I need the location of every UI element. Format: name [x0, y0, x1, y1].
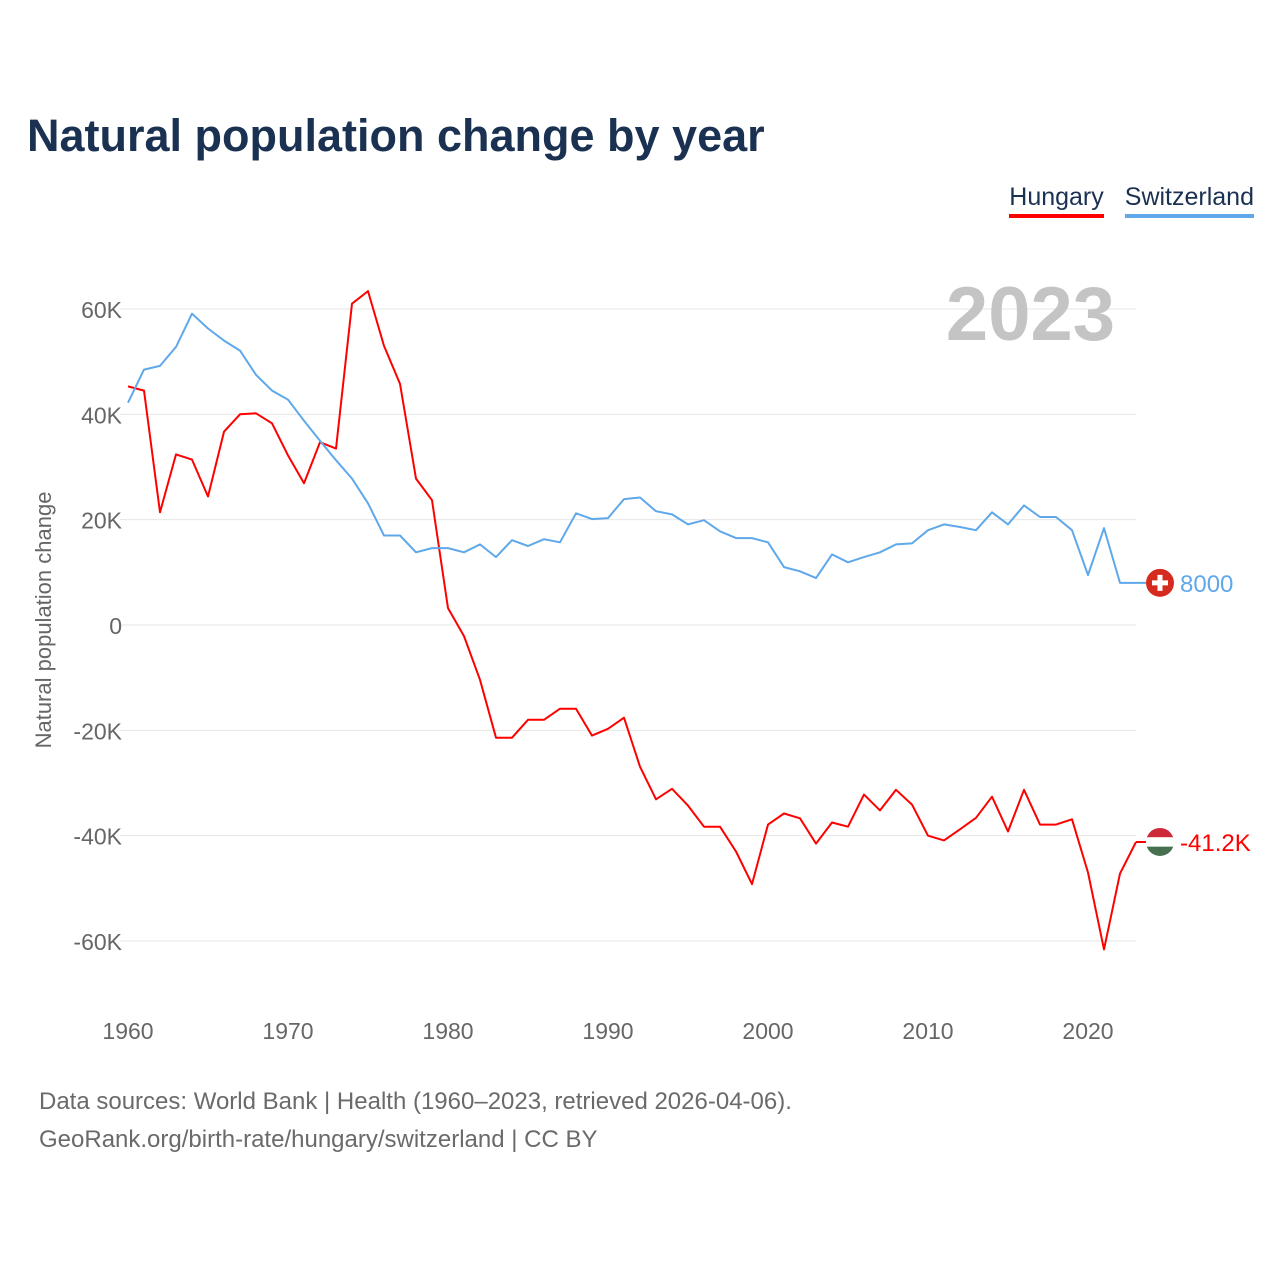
y-tick-label: 0 — [109, 613, 122, 639]
y-tick-label: 40K — [81, 402, 123, 428]
y-tick-label: -20K — [73, 718, 122, 744]
chart-title: Natural population change by year — [27, 110, 765, 161]
flag-stripe — [1146, 846, 1174, 856]
x-tick-label: 1990 — [582, 1018, 633, 1044]
x-tick-label: 1960 — [102, 1018, 153, 1044]
current-year-label: 2023 — [946, 272, 1115, 357]
x-tick-label: 1970 — [262, 1018, 313, 1044]
flag-stripe — [1146, 827, 1174, 838]
x-tick-label: 2020 — [1062, 1018, 1113, 1044]
x-tick-label: 2010 — [902, 1018, 953, 1044]
legend: Hungary Switzerland — [1009, 183, 1254, 218]
y-tick-label: 60K — [81, 297, 123, 323]
series-line-switzerland — [127, 312, 1136, 584]
footer-link[interactable]: GeoRank.org/birth-rate/hungary/switzerla… — [39, 1126, 598, 1153]
hungary-flag-icon — [1146, 827, 1174, 856]
end-value-label: 8000 — [1180, 571, 1233, 598]
legend-switzerland[interactable]: Switzerland — [1124, 183, 1254, 218]
y-tick-label: 20K — [81, 508, 123, 534]
flag-cross — [1152, 580, 1168, 586]
series-line-hungary — [127, 290, 1137, 951]
x-tick-label: 1980 — [422, 1018, 473, 1044]
footer-sources: Data sources: World Bank | Health (1960–… — [39, 1088, 792, 1115]
x-tick-label: 2000 — [742, 1018, 793, 1044]
legend-hungary[interactable]: Hungary — [1009, 183, 1104, 218]
y-tick-label: -40K — [73, 824, 122, 850]
y-axis-label: Natural population change — [31, 492, 56, 749]
y-tick-label: -60K — [73, 929, 122, 955]
flag-stripe — [1146, 837, 1174, 847]
end-value-label: -41.2K — [1180, 830, 1251, 857]
